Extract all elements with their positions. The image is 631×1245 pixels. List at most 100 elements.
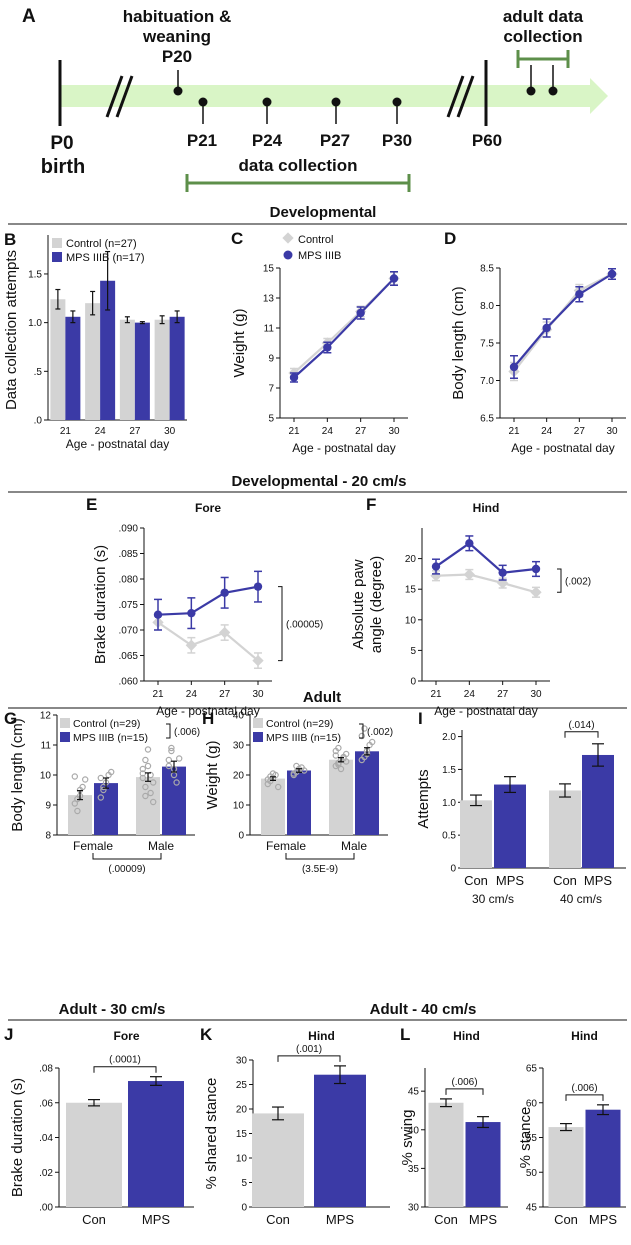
- x-tick-label: 27: [219, 689, 231, 700]
- group-label: 40 cm/s: [560, 892, 602, 906]
- x-tick-label: Con: [82, 1212, 106, 1227]
- y-tick-label: 5: [410, 646, 416, 657]
- y-tick-label: .060: [119, 677, 139, 688]
- scatter-point: [149, 779, 157, 786]
- legend-swatch-control: [282, 232, 294, 244]
- y-tick-label: .08: [39, 1064, 53, 1075]
- y-tick-label: 1.5: [28, 269, 42, 280]
- y-axis-label: Data collection attempts: [3, 250, 20, 410]
- y-tick-label: 13: [263, 294, 275, 305]
- y-tick-label: 8.0: [480, 301, 494, 312]
- x-tick-label: MPS: [142, 1212, 171, 1227]
- y-tick-label: 8.5: [480, 264, 494, 275]
- scatter-point: [139, 774, 146, 782]
- y-tick-label: 1.0: [442, 798, 456, 809]
- scatter-point: [71, 800, 79, 807]
- break-slash-2: [115, 75, 134, 118]
- y-tick-label: 1.5: [442, 765, 456, 776]
- bar-mps: [494, 784, 526, 868]
- point-mps: [431, 562, 441, 571]
- line-control: [157, 621, 259, 662]
- significance-bracket: [166, 723, 171, 739]
- x-tick-label: Con: [434, 1212, 458, 1227]
- p30-label: P30: [382, 131, 412, 150]
- bar-control: [154, 319, 170, 420]
- bar-control: [66, 1102, 122, 1207]
- scatter-point: [269, 770, 277, 777]
- scatter-point: [100, 786, 107, 794]
- p-value-label: (.006): [174, 727, 200, 738]
- panel-letter: J: [4, 1025, 13, 1044]
- x-tick-label: MPS: [589, 1212, 618, 1227]
- y-tick-label: 12: [40, 711, 52, 722]
- p-value-label: (.001): [296, 1044, 322, 1055]
- y-tick-label: .0: [34, 416, 43, 427]
- scatter-point: [301, 767, 308, 774]
- p24-label: P24: [252, 131, 283, 150]
- point-mps: [220, 588, 229, 597]
- panel-letter: E: [86, 495, 97, 514]
- y-axis-label: Absolute paw: [350, 559, 367, 649]
- panel-title: Hind: [571, 1029, 598, 1043]
- break-slash-4: [456, 75, 475, 118]
- section-title-developmental: Developmental: [270, 204, 377, 221]
- p27-label: P27: [320, 131, 350, 150]
- panel-letter: C: [231, 229, 243, 248]
- y-tick-label: 0: [241, 1203, 247, 1214]
- y-tick-label: 35: [408, 1164, 420, 1175]
- y-tick-label: .085: [119, 549, 139, 560]
- section-title-dev20: Developmental - 20 cm/s: [231, 473, 406, 490]
- y-tick-label: 7.0: [480, 376, 494, 387]
- p20-dot: [173, 86, 183, 96]
- p-value-label: (.002): [367, 727, 393, 738]
- x-tick-label: 24: [186, 689, 198, 700]
- panel-letter: D: [444, 229, 456, 248]
- significance-bracket: [278, 586, 283, 662]
- scatter-point: [337, 765, 345, 773]
- p-value-label: (.006): [571, 1083, 597, 1094]
- bar-mps: [314, 1074, 366, 1207]
- p21-label: P21: [187, 131, 217, 150]
- y-tick-label: 40: [233, 711, 245, 722]
- chart-j: J .00 .02 .04 .06 .08 Con MPS Brake duration (s)…: [4, 1025, 194, 1227]
- y-tick-label: 10: [405, 615, 417, 626]
- point-mps: [542, 323, 551, 333]
- x-tick-label: 27: [574, 426, 586, 437]
- y-tick-label: 60: [526, 1098, 538, 1109]
- point-control: [252, 654, 264, 667]
- p20-label: P20: [162, 47, 192, 66]
- line-mps: [435, 541, 537, 574]
- bar-control: [329, 759, 353, 835]
- panel-letter: I: [418, 709, 423, 728]
- legend-label-mps: MPS IIIB (n=15): [266, 732, 341, 744]
- point-control: [463, 568, 475, 581]
- y-tick-label: .00: [39, 1203, 53, 1214]
- legend-label-mps: MPS IIIB (n=15): [73, 732, 148, 744]
- x-tick-label: Con: [464, 873, 488, 888]
- adult-dot-1: [526, 86, 536, 96]
- bar-control: [50, 299, 66, 420]
- panel-letter: B: [4, 230, 16, 249]
- bar-control: [548, 1127, 584, 1207]
- panel-title: Fore: [113, 1029, 139, 1043]
- adult-collection-label-2: collection: [503, 27, 582, 46]
- x-tick-label: Con: [266, 1212, 290, 1227]
- x-tick-label: Male: [341, 839, 367, 853]
- bar-mps: [162, 766, 186, 835]
- y-tick-label: 5: [241, 1178, 247, 1189]
- line-control: [435, 573, 537, 594]
- section-developmental: Developmental: [8, 204, 627, 225]
- adult-dot-2: [548, 86, 558, 96]
- chart-l1: L 30 35 40 45 Con MPS % swing Hind (.006): [399, 1025, 508, 1227]
- point-mps: [509, 362, 519, 372]
- chart-k: K 0 5 10 15 20 25 30 Con MPS % shared stance Hind(.…: [200, 1025, 390, 1227]
- y-tick-label: 20: [233, 771, 245, 782]
- panel-letter: K: [200, 1025, 213, 1044]
- y-tick-label: 10: [233, 801, 245, 812]
- chart-c: C 5 7 9 11 13 15 21 24 27 30 Age - postnatal day Wei…: [231, 229, 408, 455]
- x-tick-label: 24: [322, 426, 334, 437]
- x-tick-label: Con: [553, 873, 577, 888]
- scatter-point: [144, 762, 152, 770]
- y-tick-label: 25: [236, 1080, 248, 1091]
